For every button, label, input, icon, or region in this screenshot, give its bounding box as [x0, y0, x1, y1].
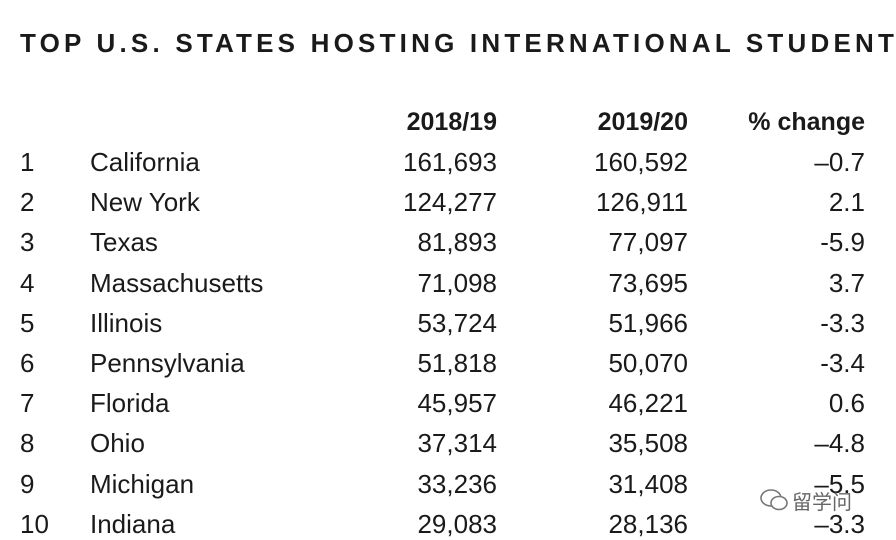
- student-count: 73,695: [608, 267, 688, 298]
- rank: 1: [20, 147, 35, 177]
- column-header: 2018/19: [406, 108, 497, 136]
- rank: 7: [20, 388, 35, 419]
- student-count: 31,408: [608, 468, 688, 499]
- percent-change: –3.3: [814, 508, 865, 539]
- student-count: 161,693: [403, 147, 497, 177]
- student-count: 35,508: [608, 428, 688, 459]
- percent-change: -3.4: [820, 348, 865, 378]
- student-count: 124,277: [403, 187, 497, 218]
- student-count: 126,911: [595, 187, 688, 218]
- student-count: 50,070: [608, 348, 688, 378]
- column-header: 2019/20: [597, 108, 688, 136]
- student-count: 81,893: [417, 227, 497, 258]
- student-count: 51,818: [417, 348, 497, 378]
- student-count: 29,083: [417, 508, 497, 539]
- percent-change: –0.7: [814, 147, 865, 177]
- student-count: 46,221: [608, 388, 688, 419]
- state: New York: [90, 187, 200, 218]
- percent-change: 3.7: [828, 267, 865, 298]
- watermark: 留学问: [792, 492, 852, 514]
- state: Indiana: [90, 508, 176, 539]
- student-count: 45,957: [417, 388, 497, 419]
- state: Illinois: [90, 307, 163, 338]
- student-count: 53,724: [417, 307, 497, 338]
- student-count: 71,098: [417, 267, 497, 298]
- rank: 6: [20, 348, 35, 378]
- rank: 2: [20, 187, 35, 218]
- student-count: 33,236: [417, 468, 497, 499]
- student-count: 77,097: [608, 227, 688, 258]
- rank: 5: [20, 307, 35, 338]
- state: Texas: [90, 227, 158, 258]
- rank: 3: [20, 227, 35, 258]
- percent-change: -5.9: [820, 227, 865, 258]
- percent-change: –4.8: [814, 428, 865, 459]
- title: TOP U.S. STATES HOSTING INTERNATIONAL ST…: [20, 28, 896, 58]
- column-header: % change: [748, 108, 865, 136]
- student-count: 160,592: [594, 147, 688, 177]
- rank: 10: [20, 508, 49, 539]
- percent-change: 0.6: [828, 388, 865, 419]
- percent-change: –5.5: [814, 468, 865, 499]
- state: California: [90, 147, 200, 177]
- student-count: 37,314: [417, 428, 497, 459]
- state: Ohio: [90, 428, 145, 459]
- watermark-icon: [760, 489, 788, 511]
- student-count: 28,136: [608, 508, 688, 539]
- state: Pennsylvania: [90, 348, 245, 378]
- rank: 4: [20, 267, 35, 298]
- state: Michigan: [90, 468, 195, 499]
- percent-change: -3.3: [820, 307, 865, 338]
- state: Massachusetts: [90, 267, 264, 298]
- student-count: 51,966: [608, 307, 688, 338]
- rank: 8: [20, 428, 35, 459]
- rank: 9: [20, 468, 35, 499]
- state: Florida: [90, 388, 170, 419]
- percent-change: 2.1: [828, 187, 865, 218]
